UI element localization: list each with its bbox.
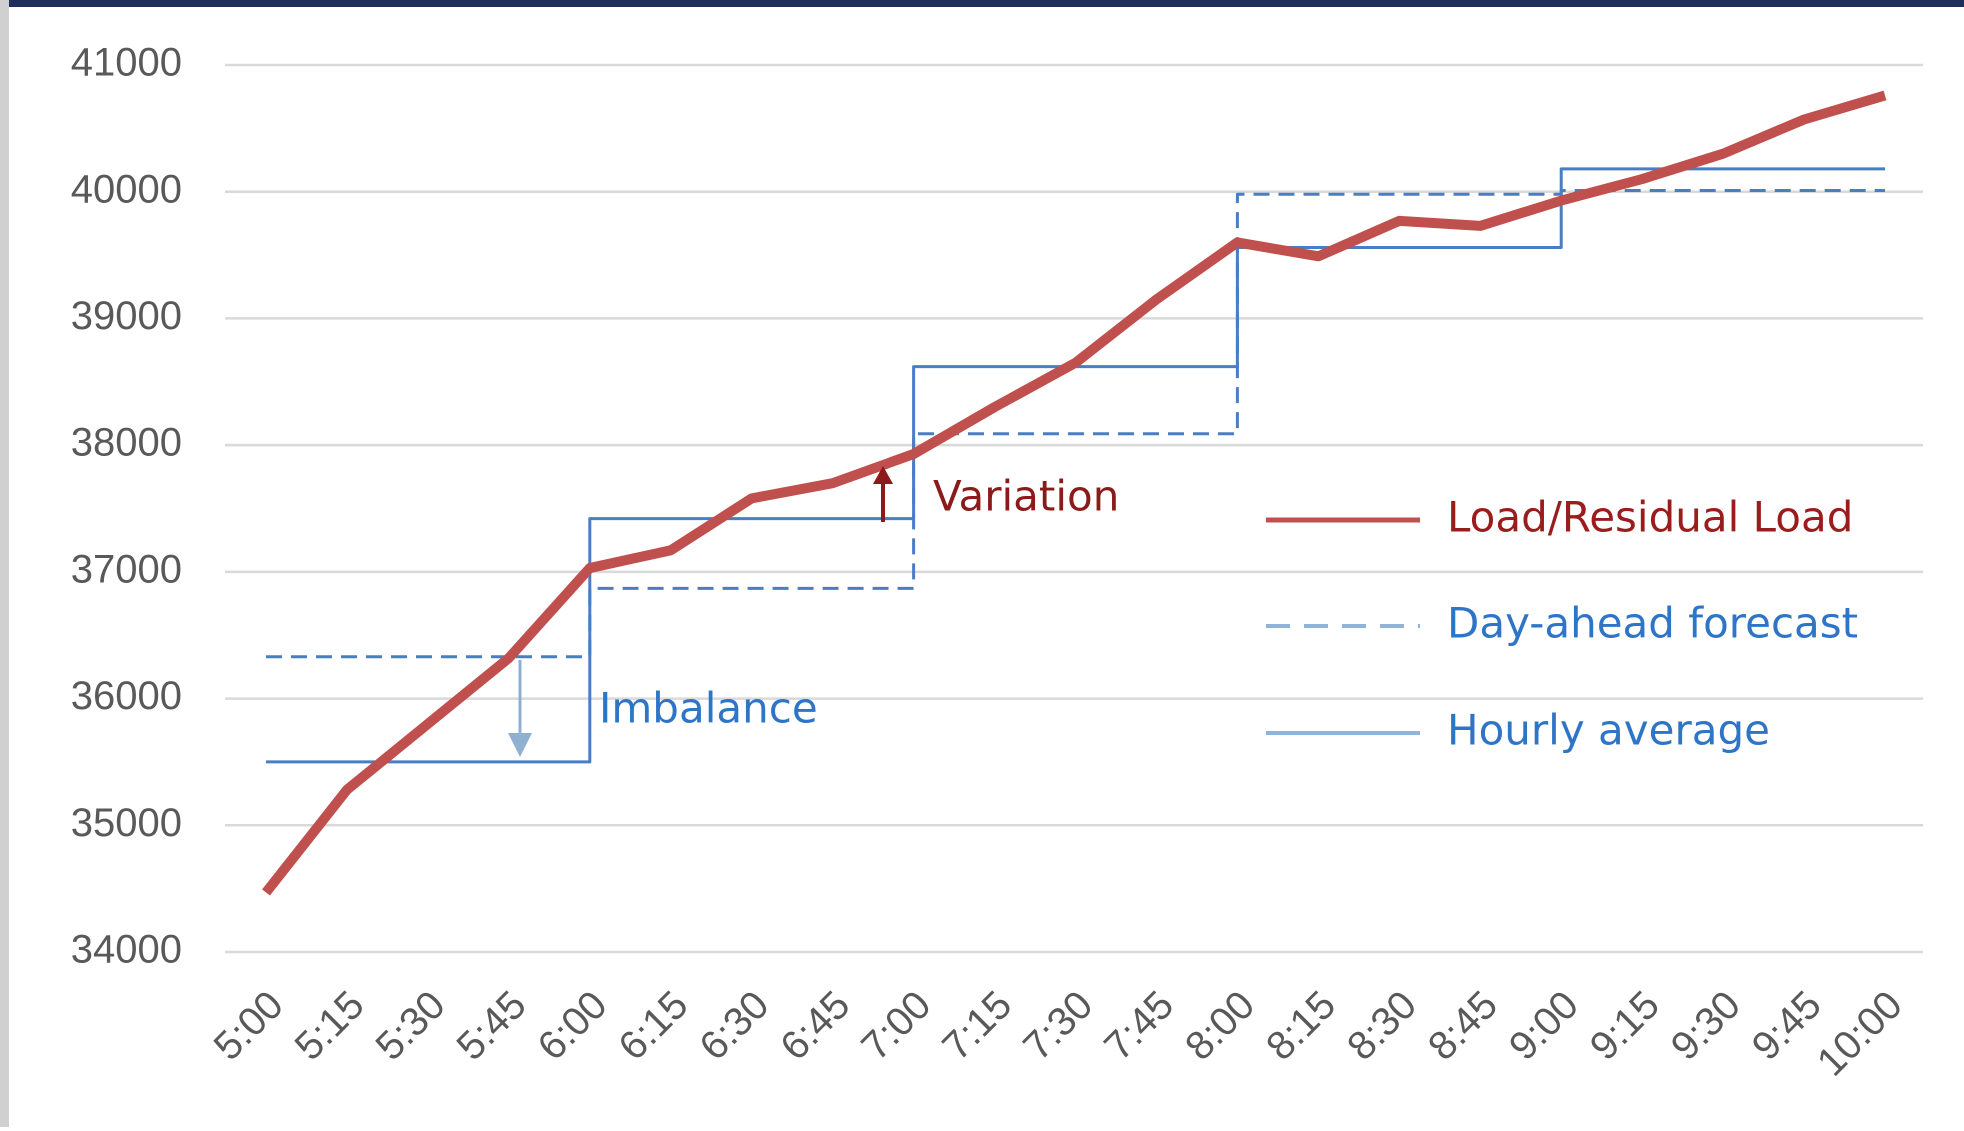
legend: Load/Residual Load Day-ahead forecast Hour… [1266, 493, 1858, 755]
y-tick-label: 34000 [71, 928, 182, 972]
plot [262, 90, 1887, 896]
annotation: Imbalance [599, 684, 818, 733]
y-tick-label: 40000 [71, 167, 182, 211]
legend-label: Load/Residual Load [1447, 493, 1853, 542]
y-tick-label: 36000 [71, 674, 182, 718]
annotation: Variation [933, 472, 1119, 521]
top-border [0, 0, 1964, 7]
y-tick-label: 39000 [71, 294, 182, 338]
legend-label: Hourly average [1447, 706, 1770, 755]
y-tick-label: 35000 [71, 801, 182, 845]
y-tick-label: 37000 [71, 547, 182, 591]
series-line [262, 90, 1887, 896]
left-border [0, 0, 9, 1127]
y-tick-label: 41000 [71, 41, 182, 85]
legend-label: Day-ahead forecast [1447, 599, 1858, 648]
y-tick-label: 38000 [71, 421, 182, 465]
imbalance-arrowhead [508, 733, 532, 757]
variation-arrowhead [873, 466, 893, 484]
